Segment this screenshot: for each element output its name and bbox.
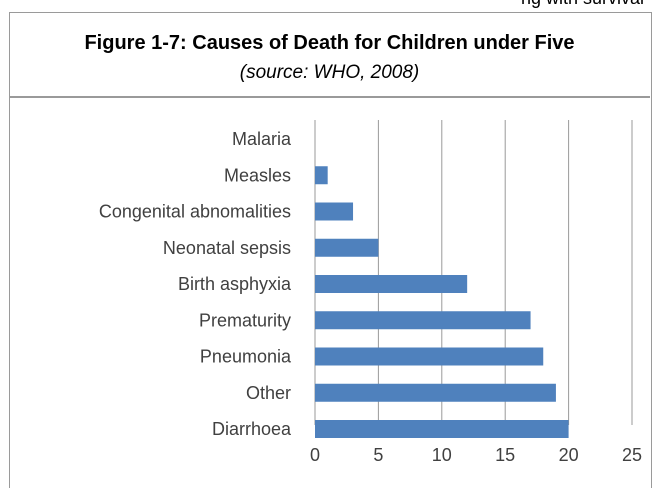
x-tick-label: 5 bbox=[373, 445, 383, 465]
cropped-heading-text: ng with survival bbox=[521, 0, 644, 9]
x-tick-label: 0 bbox=[310, 445, 320, 465]
bar bbox=[315, 347, 544, 366]
bar bbox=[315, 166, 328, 185]
figure-title: Figure 1-7: Causes of Death for Children… bbox=[84, 32, 575, 54]
category-label: Neonatal sepsis bbox=[163, 238, 291, 258]
category-label: Other bbox=[246, 383, 291, 403]
category-label: Congenital abnomalities bbox=[99, 202, 291, 222]
figure-source: (source: WHO, 2008) bbox=[239, 62, 420, 83]
bar bbox=[315, 420, 569, 438]
category-label: Diarrhoea bbox=[212, 419, 292, 439]
category-label: Prematurity bbox=[199, 310, 291, 330]
x-tick-label: 10 bbox=[432, 445, 452, 465]
category-label: Malaria bbox=[232, 129, 292, 149]
x-tick-label: 25 bbox=[622, 445, 642, 465]
bar bbox=[315, 275, 468, 293]
bar bbox=[315, 311, 531, 330]
category-label: Birth asphyxia bbox=[178, 274, 292, 294]
bar bbox=[315, 202, 354, 221]
category-label: Measles bbox=[224, 165, 291, 185]
x-tick-label: 15 bbox=[495, 445, 515, 465]
category-label: Pneumonia bbox=[200, 347, 292, 367]
figure-caption: Figure 1-7: Causes of Death for Children… bbox=[9, 12, 650, 98]
x-tick-label: 20 bbox=[559, 445, 579, 465]
bar bbox=[315, 238, 379, 257]
cropped-heading-strip: ng with survival bbox=[0, 0, 652, 10]
bar bbox=[315, 383, 556, 402]
